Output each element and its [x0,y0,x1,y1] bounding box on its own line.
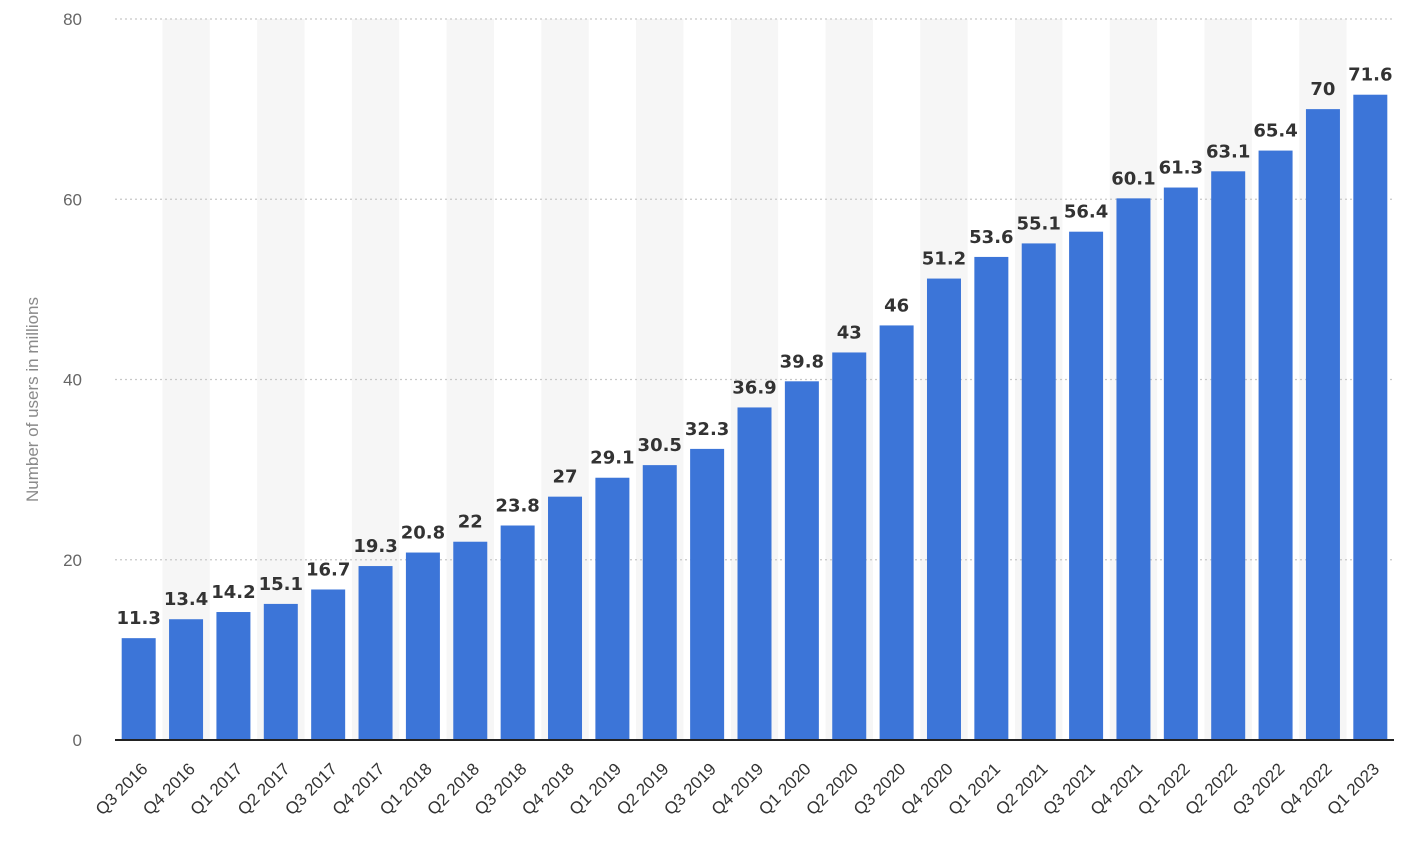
bar [216,612,251,740]
bars [121,94,1388,740]
bar [548,496,583,740]
data-label: 32.3 [685,419,729,440]
bar [1021,243,1056,740]
bar [1116,198,1151,740]
bar [642,465,677,740]
y-tick-label: 80 [63,10,82,29]
data-label: 60.1 [1111,168,1155,189]
bar [453,541,488,740]
bar [121,638,156,740]
data-label: 14.2 [211,582,255,603]
data-label: 15.1 [259,574,303,595]
bar [1069,231,1104,740]
data-label: 36.9 [732,377,776,398]
data-label: 70 [1310,79,1335,100]
y-tick-label: 20 [63,551,82,570]
data-labels: 11.313.4 14.2 15.116.719.320.8 22 23.8 27 29.1… [116,65,1392,629]
data-label: 30.5 [638,435,682,456]
data-label: 46 [884,295,909,316]
bar [500,525,535,740]
bar [690,448,725,740]
data-label: 43 [837,322,862,343]
bar [595,477,630,740]
bar [1211,171,1246,740]
bar [926,278,961,740]
bar [784,381,819,740]
bar [832,352,867,740]
bar [974,256,1009,740]
y-tick-label: 40 [63,371,82,390]
data-label: 29.1 [590,448,634,469]
data-label: 65.4 [1253,121,1297,142]
y-axis-ticks: 0 20 40 60 80 [63,10,82,750]
data-label: 56.4 [1064,202,1108,223]
data-label: 39.8 [780,351,824,372]
bar [879,325,914,740]
data-label: 53.6 [969,227,1013,248]
data-label: 27 [552,467,577,488]
bar [405,552,440,740]
data-label: 61.3 [1159,158,1203,179]
bar [737,407,772,740]
bar [1163,187,1198,740]
bar [358,566,393,740]
bar [1305,109,1340,740]
data-label: 20.8 [401,523,445,544]
data-label: 71.6 [1348,65,1392,86]
y-axis-label: Number of users in millions [23,297,42,502]
bar [263,603,298,740]
x-tick-label: Q1 2023 [1324,759,1384,819]
bar [1258,150,1293,740]
bar [311,589,346,740]
data-label: 19.3 [353,536,397,557]
data-label: 23.8 [495,496,539,517]
data-label: 22 [458,512,483,533]
y-tick-label: 0 [73,731,82,750]
data-label: 13.4 [164,589,208,610]
bar [1353,94,1388,740]
y-tick-label: 60 [63,190,82,209]
data-label: 16.7 [306,559,350,580]
bar [169,619,204,740]
data-label: 11.3 [116,608,160,629]
data-label: 63.1 [1206,141,1250,162]
data-label: 51.2 [922,249,966,270]
data-label: 55.1 [1017,213,1061,234]
